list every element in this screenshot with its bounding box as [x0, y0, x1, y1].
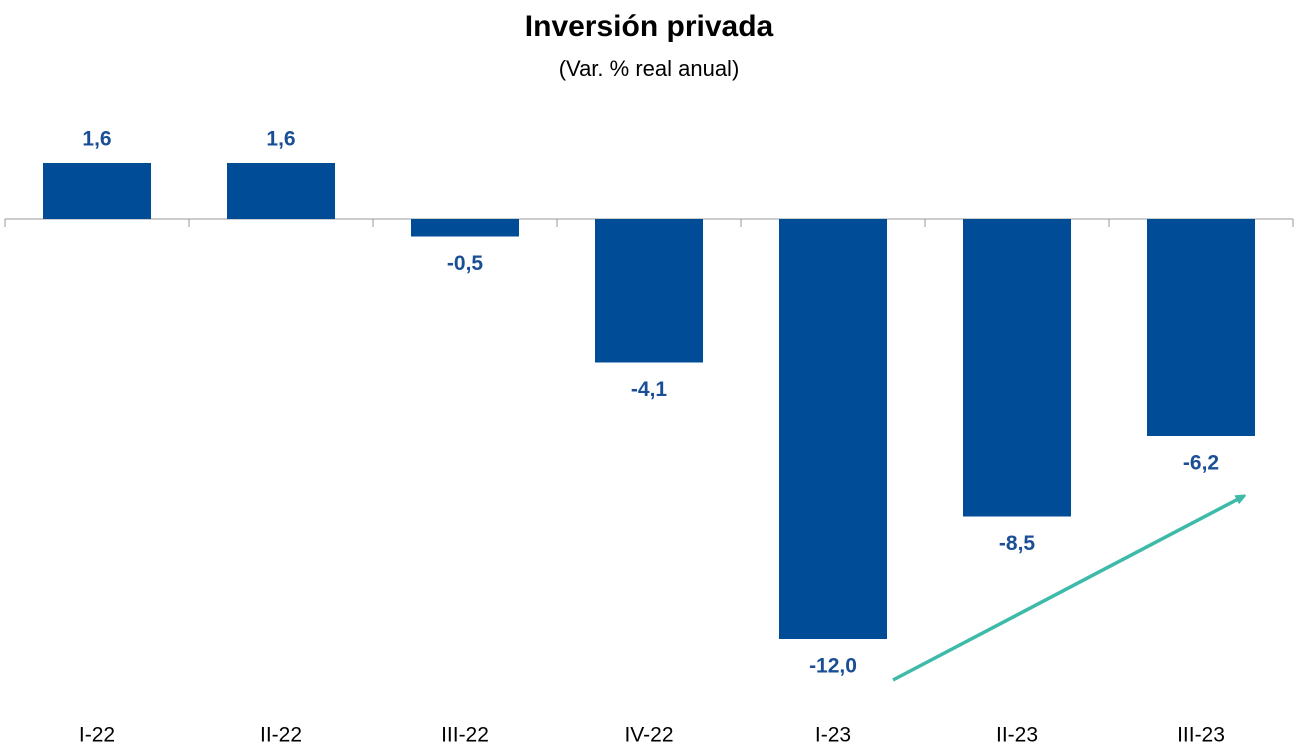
value-label: -4,1 [631, 378, 668, 401]
bar [43, 163, 151, 219]
x-tick-label: III-23 [1177, 724, 1225, 747]
chart-title: Inversión privada [525, 10, 774, 43]
x-tick-label: I-22 [79, 724, 115, 747]
bar [411, 219, 519, 237]
value-label: -8,5 [999, 532, 1036, 555]
bar [1147, 219, 1255, 436]
value-label: -6,2 [1183, 452, 1219, 475]
x-tick-label: III-22 [441, 724, 489, 747]
x-tick-label: II-22 [260, 724, 302, 747]
bar [595, 219, 703, 363]
value-label: 1,6 [266, 128, 295, 151]
chart-subtitle: (Var. % real anual) [559, 56, 740, 81]
value-label: 1,6 [82, 128, 111, 151]
trend-arrow [892, 497, 1242, 682]
x-tick-label: II-23 [996, 724, 1038, 747]
bar [779, 219, 887, 639]
x-tick-label: IV-22 [624, 724, 673, 747]
bar [963, 219, 1071, 517]
value-label: -12,0 [809, 655, 857, 678]
x-tick-label: I-23 [815, 724, 851, 747]
value-label: -0,5 [447, 252, 484, 275]
bar [227, 163, 335, 219]
